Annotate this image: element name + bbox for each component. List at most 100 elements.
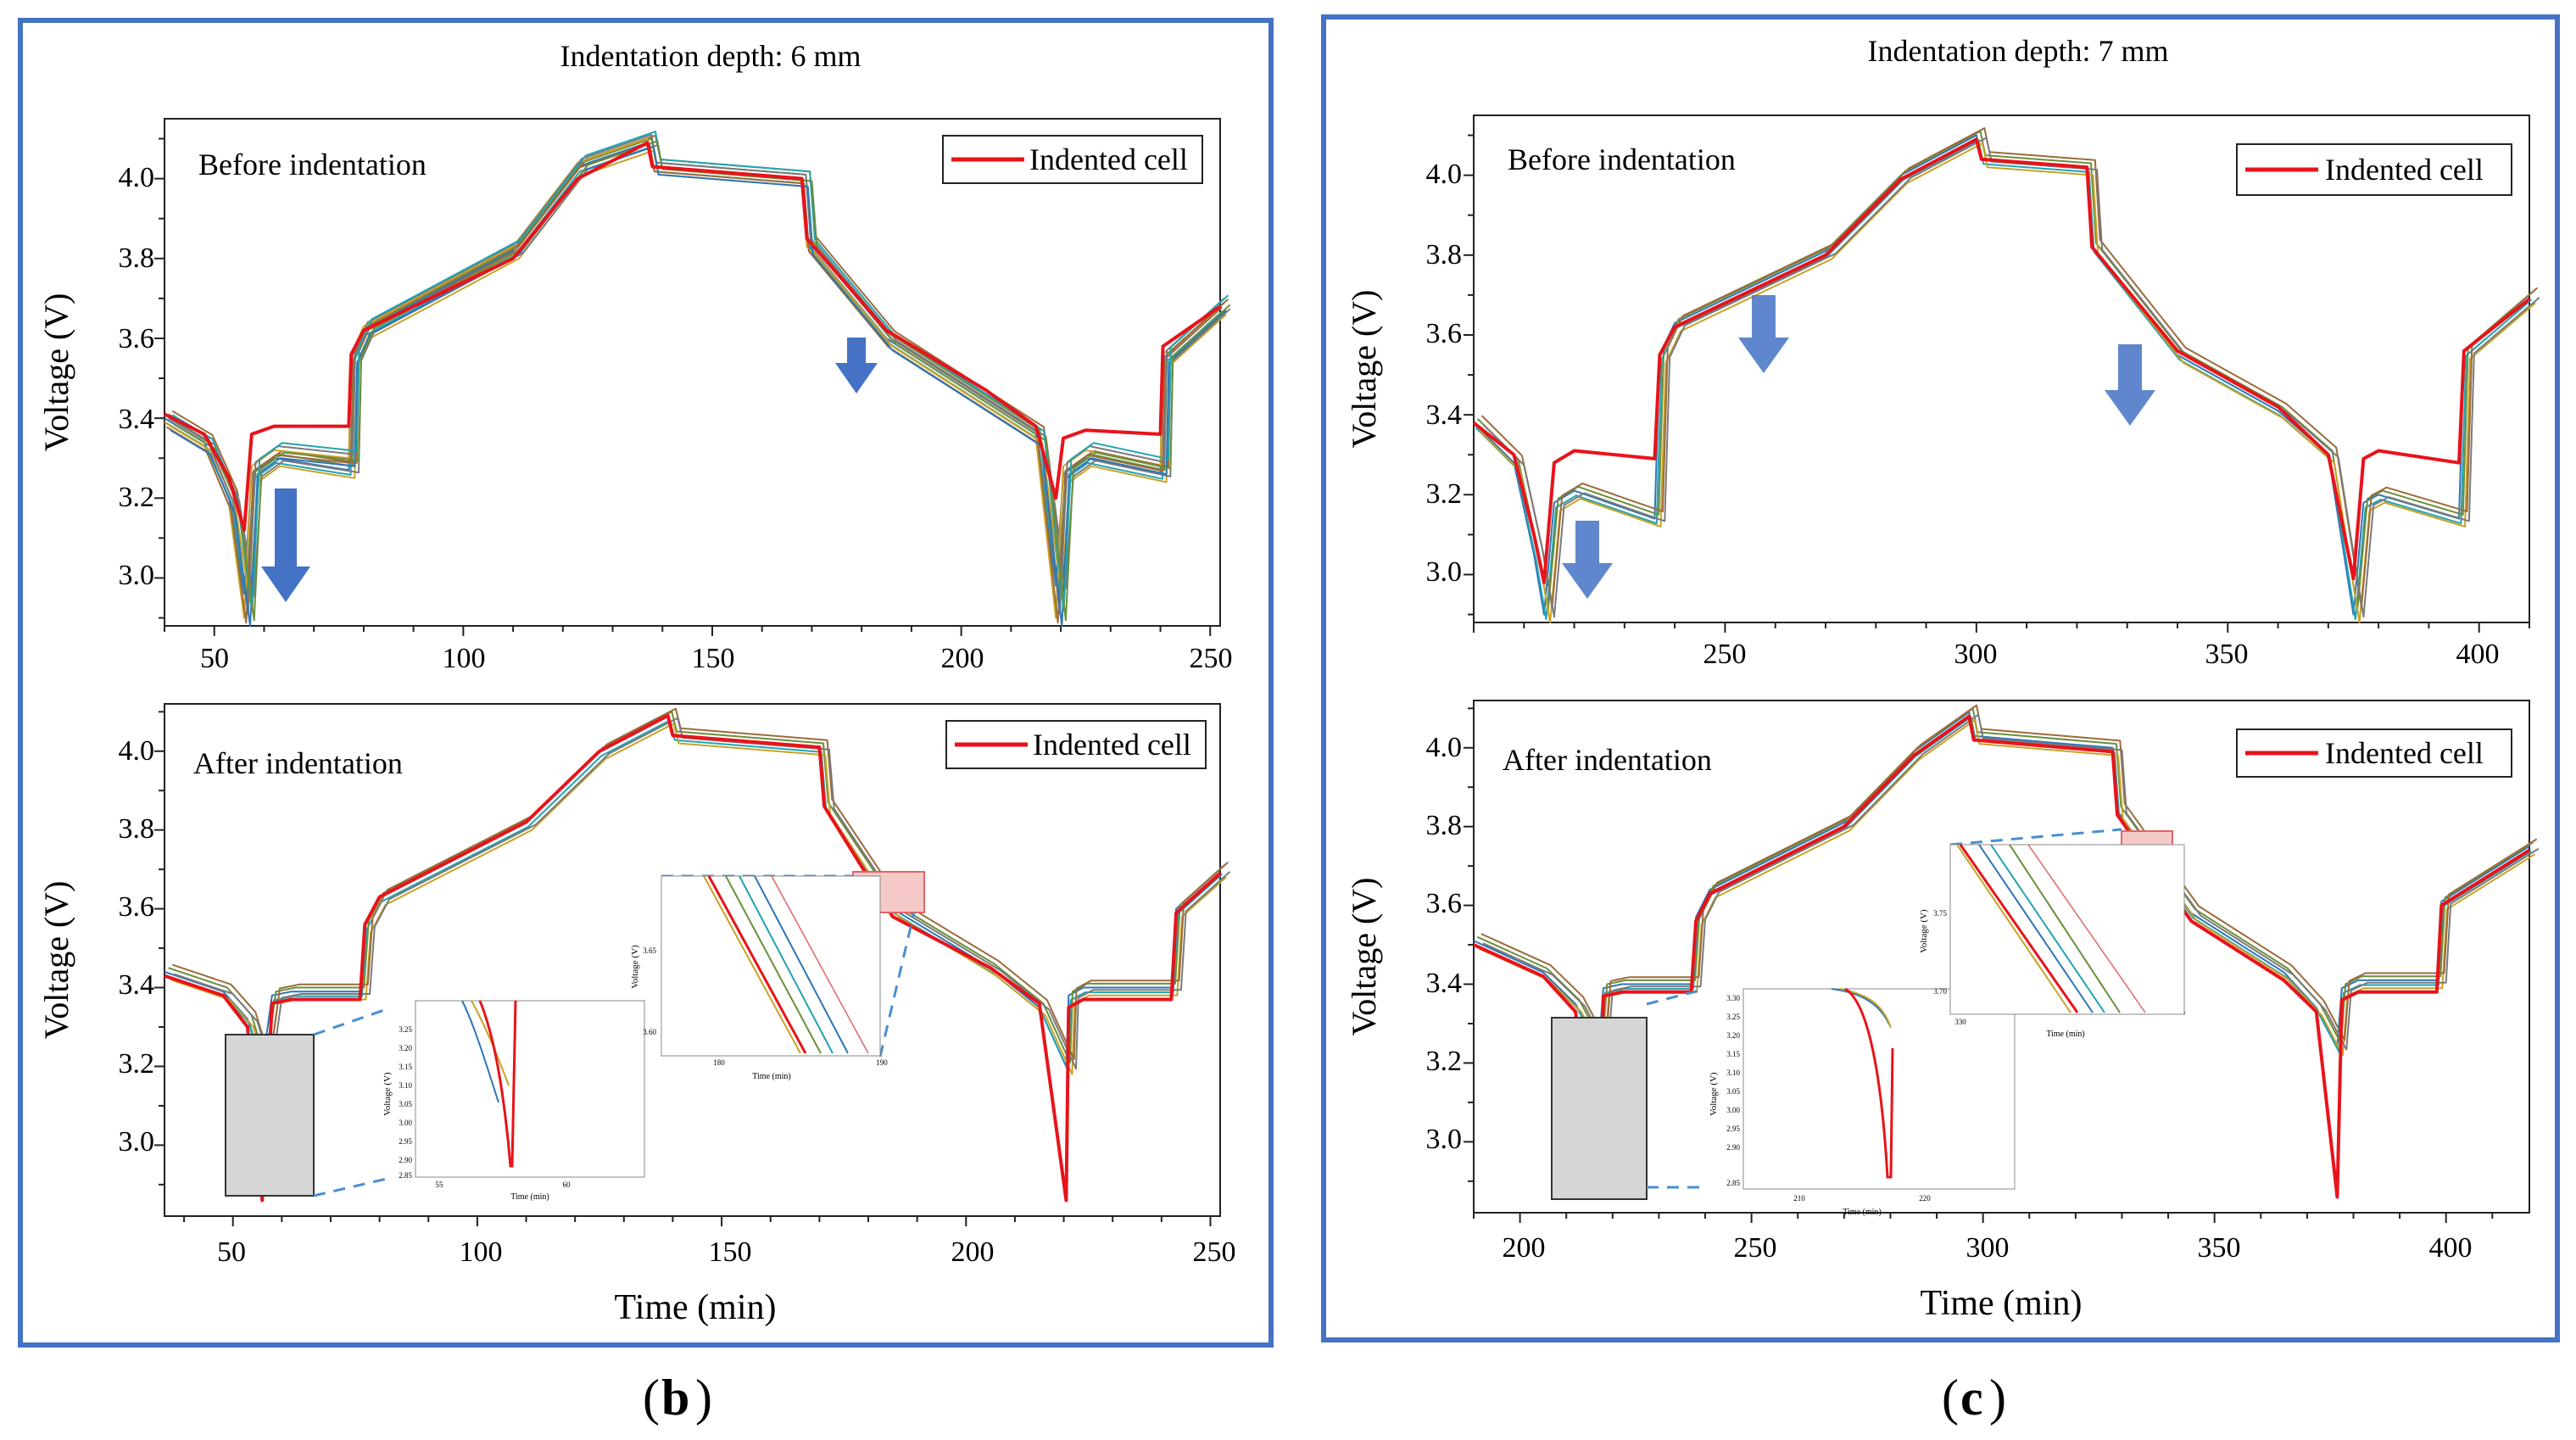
inset-x-tick: 210 [1793,1194,1805,1203]
panel-label-paren-close: ) [695,1370,712,1426]
inset-series-line [471,1000,510,1086]
zoom-connector [313,1177,388,1197]
inset-y-tick: 3.60 [643,1028,656,1036]
inset-x-label: Time (min) [1843,1208,1881,1217]
indented-cell-line [1472,137,2531,584]
panel-b-title: Indentation depth: 6 mm [560,39,861,73]
inset-y-label: Voltage (V) [1709,1072,1719,1116]
inset-plot-1: Voltage (V) 3.25 3.20 3.15 3.10 3.05 3.0… [382,1000,645,1202]
inset-y-tick: 3.25 [399,1025,412,1034]
x-tick-label: 300 [1966,1232,2010,1264]
inset-x-tick: 180 [713,1058,725,1067]
x-tick-label: 400 [2456,639,2500,670]
legend-label: Indented cell [1033,728,1191,762]
inset-x-label: Time (min) [2046,1030,2084,1039]
healthy-cell-line [1473,134,2530,616]
down-arrow-icon [261,488,310,602]
healthy-cell-line [174,140,1231,622]
inset-y-tick: 2.95 [1726,1125,1740,1133]
inset-x-label: Time (min) [752,1072,790,1081]
y-tick-label: 3.4 [119,969,155,1001]
inset-series-line [739,875,834,1054]
y-axis-label: Voltage (V) [1345,878,1383,1036]
x-tick-label: 100 [443,643,486,674]
inset-series-line [2027,844,2146,1013]
plot-frame [164,118,1221,627]
zoom-region-box [225,1034,315,1197]
inset-series-line [2009,844,2121,1013]
axis-ticks [154,137,1212,636]
x-tick-labels: 200 250 300 350 400 [1503,1232,2473,1264]
inset-y-tick: 3.00 [399,1119,412,1127]
plot-frame [164,703,1221,1217]
inset-series-line [707,875,807,1054]
down-arrow-icon [1562,521,1613,599]
series-lines [164,707,1231,1203]
inset-y-tick: 3.30 [1726,994,1740,1002]
series-lines [164,131,1231,627]
down-arrow-icon [835,338,878,393]
inset-plot-1: Voltage (V) 3.30 3.25 3.20 3.15 3.10 3.0… [1709,987,2016,1217]
y-tick-labels: 3.0 3.2 3.4 3.6 3.8 4.0 [119,735,155,1158]
zoom-connector [313,1007,388,1036]
y-axis-label: Voltage (V) [1345,290,1383,449]
inset-series-line [771,875,869,1054]
y-axis-label: Voltage (V) [37,881,75,1040]
chart-annotation: After indentation [193,746,403,780]
axis-ticks [1464,707,2494,1223]
down-arrow-icon [1738,295,1789,373]
y-tick-label: 3.2 [1426,1046,1463,1077]
panel-c: Indentation depth: 7 mm Before indentati… [1321,14,2560,1426]
y-tick-label: 3.2 [119,1048,155,1080]
y-tick-label: 4.0 [1426,732,1463,763]
panel-b-label: ( b ) [643,1370,712,1426]
healthy-cell-line [174,144,1231,598]
chart-annotation: After indentation [1503,743,1712,777]
legend-label: Indented cell [1029,142,1188,176]
x-tick-label: 200 [1503,1232,1546,1264]
y-tick-labels: 3.0 3.2 3.4 3.6 3.8 4.0 [1426,732,1463,1155]
healthy-cell-line [1475,139,2533,621]
inset-y-label: Voltage (V) [382,1072,393,1116]
inset-plot-2: Voltage (V) 3.75 3.70 330 Time (min) [1919,844,2185,1039]
inset-y-tick: 3.15 [399,1063,412,1071]
x-tick-label: 350 [2205,639,2249,670]
x-tick-label: 100 [460,1236,503,1268]
y-tick-label: 3.6 [119,323,155,354]
y-tick-label: 3.6 [1426,318,1463,349]
inset-series-line [1956,844,2071,1013]
plot-frame [1473,114,2530,623]
healthy-cell-line [1476,130,2534,611]
inset-y-tick: 3.75 [1933,909,1947,918]
x-axis-label: Time (min) [1921,1284,2083,1323]
chart-annotation: Before indentation [1508,142,1736,176]
inset-series-line [703,875,801,1054]
panel-c-label: ( c ) [1942,1370,2006,1426]
y-tick-label: 3.8 [119,243,155,274]
panel-label-letter: b [661,1370,689,1426]
x-tick-label: 200 [951,1236,995,1268]
inset-y-tick: 3.00 [1726,1106,1740,1114]
x-tick-label: 50 [217,1236,246,1268]
zoom-connector [1949,828,2122,846]
inset-y-tick: 3.10 [1726,1069,1740,1077]
plot-frame [1473,700,2530,1214]
y-tick-label: 3.2 [119,482,155,513]
inset-frame [661,875,881,1057]
healthy-cell-line [1483,137,2540,618]
y-tick-labels: 3.0 3.2 3.4 3.6 3.8 4.0 [119,162,155,591]
panel-label-paren-close: ) [1989,1370,2006,1426]
inset-frame [1949,844,2185,1015]
healthy-cell-line [1479,142,2536,623]
y-axis-label: Voltage (V) [37,293,75,452]
y-tick-label: 3.4 [119,404,155,435]
inset-y-tick: 2.85 [1726,1179,1740,1187]
x-tick-labels: 50 100 150 200 250 [200,643,1233,674]
legend-label: Indented cell [2325,153,2484,187]
inset-series-line [461,1000,499,1103]
inset-y-tick: 2.85 [399,1171,412,1180]
inset-series-line [478,1000,517,1168]
x-tick-label: 250 [1734,1232,1777,1264]
x-tick-label: 50 [200,643,229,674]
inset-y-tick: 3.10 [399,1081,412,1090]
